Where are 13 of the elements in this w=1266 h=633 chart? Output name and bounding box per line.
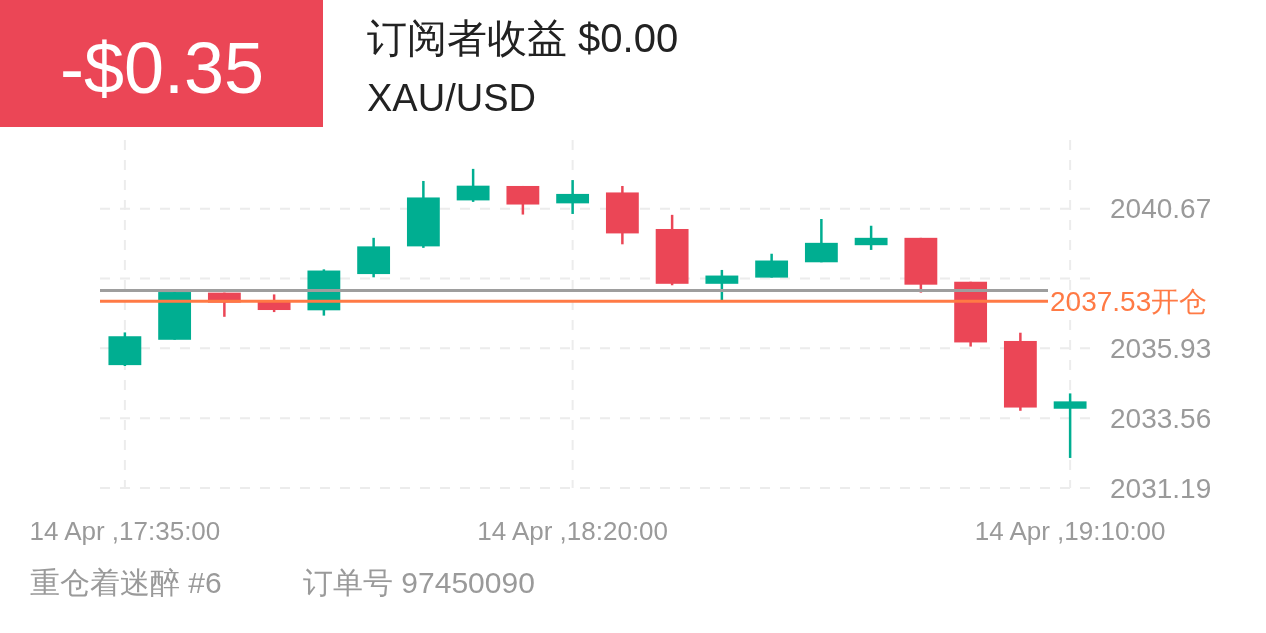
text: -$0.35 xyxy=(59,28,265,108)
chart-title: 订阅者收益 $0.00 xyxy=(367,16,679,60)
y-tick-label: 2031.19 xyxy=(1110,472,1212,504)
text: 重仓着迷醉 #6 xyxy=(30,565,222,599)
y-tick-label: 2035.93 xyxy=(1110,332,1212,364)
y-tick-label: 2033.56 xyxy=(1110,402,1212,434)
x-tick-label: 14 Apr ,17:35:00 xyxy=(29,516,221,546)
text: 订单号 97450090 xyxy=(303,565,535,599)
ref-line-label: 2037.53开仓 xyxy=(1050,285,1208,317)
x-tick-label: 14 Apr ,18:20:00 xyxy=(477,516,669,546)
chart-subtitle: XAU/USD xyxy=(367,77,536,119)
x-tick-label: 14 Apr ,19:10:00 xyxy=(974,516,1166,546)
y-tick-label: 2040.67 xyxy=(1110,193,1212,225)
